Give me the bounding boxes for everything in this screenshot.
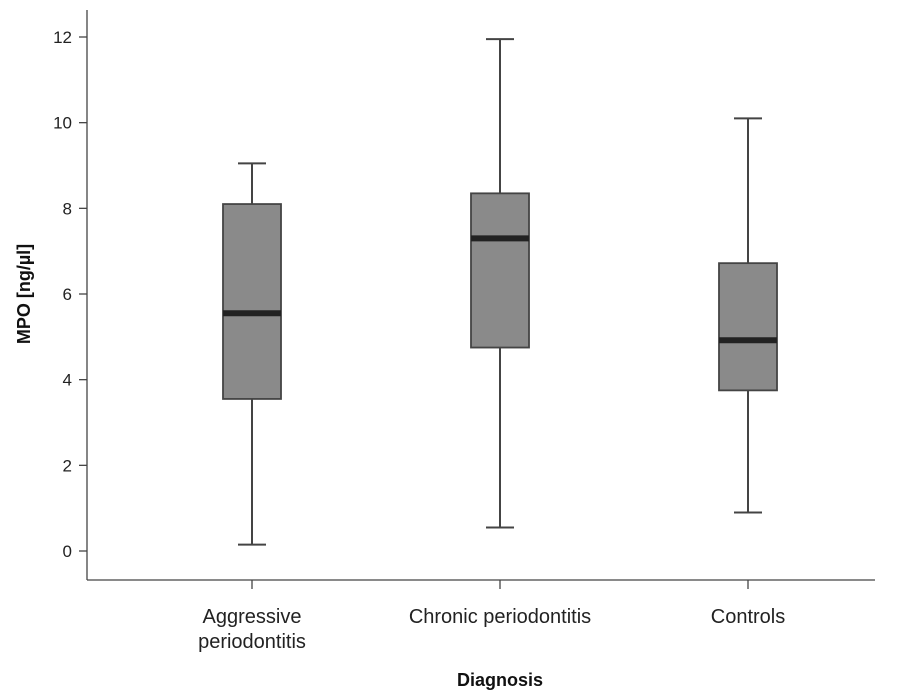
box-group	[470, 38, 530, 529]
y-tick-label: 6	[63, 285, 72, 304]
x-tick-label: Chronic periodontitis	[409, 606, 591, 628]
x-tick-label: Aggressive periodontitis	[198, 606, 306, 653]
y-tick-label: 4	[63, 371, 72, 390]
y-tick-label: 12	[53, 28, 72, 47]
x-axis-title: Diagnosis	[457, 670, 543, 690]
box-group	[718, 117, 778, 514]
x-tick-label: Controls	[711, 606, 785, 628]
axes: 0 2 4 6 8 10 12 Aggressive periodontitis Chronic …	[53, 10, 875, 653]
interquartile-box	[470, 192, 530, 349]
y-tick-label: 2	[63, 456, 72, 475]
y-tick-label: 8	[63, 199, 72, 218]
boxes	[222, 38, 778, 546]
y-tick-label: 0	[63, 542, 72, 561]
y-axis-title: MPO [ng/µl]	[14, 244, 34, 344]
interquartile-box	[718, 262, 778, 392]
interquartile-box	[222, 203, 282, 400]
box-group	[222, 162, 282, 546]
y-tick-label: 10	[53, 114, 72, 133]
